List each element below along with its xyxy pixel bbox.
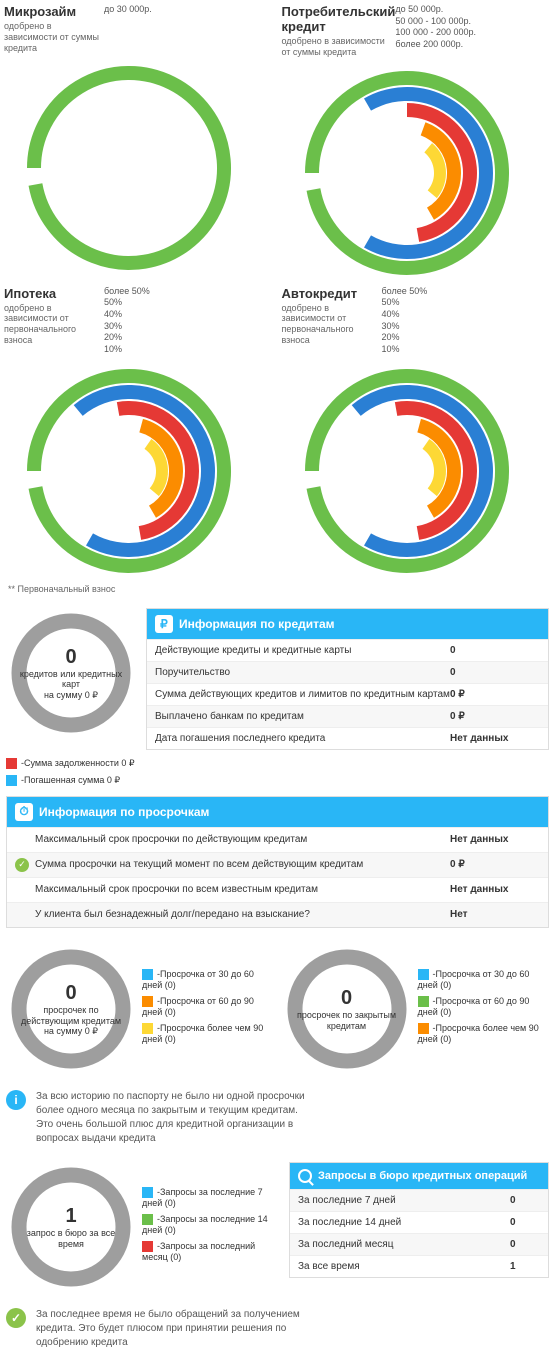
chart-legend: более 50%50%40%30%20%10% bbox=[382, 286, 552, 356]
credit-info-table: ₽ Информация по кредитам Действующие кре… bbox=[146, 608, 549, 750]
legend-item: 50% bbox=[382, 297, 552, 309]
legend-item: 20% bbox=[382, 332, 552, 344]
chart-2: Ипотека одобрено в зависимости от первон… bbox=[4, 286, 274, 576]
legend-item: 40% bbox=[382, 309, 552, 321]
chart-title: Микрозайм bbox=[4, 4, 104, 19]
table-row: ✓Максимальный срок просрочки по действую… bbox=[7, 827, 548, 852]
legend-item: 50% bbox=[104, 297, 274, 309]
legend-item: 100 000 - 200 000р. bbox=[395, 27, 551, 39]
chart-0: Микрозайм одобрено в зависимости от сумм… bbox=[4, 4, 274, 278]
table-row: Поручительство0 bbox=[147, 661, 548, 683]
chart-title: Автокредит bbox=[282, 286, 382, 301]
chart-subtitle: одобрено в зависимости от суммы кредита bbox=[282, 36, 396, 58]
legend-item: 30% bbox=[104, 321, 274, 333]
legend-item: 40% bbox=[104, 309, 274, 321]
legend-item: 30% bbox=[382, 321, 552, 333]
credit-ring-block: 0 кредитов или кредитных карт на сумму 0… bbox=[6, 608, 136, 786]
overdue-info-header: ⏱ Информация по просрочкам bbox=[7, 797, 548, 827]
legend-item: -Просрочка более чем 90 дней (0) bbox=[142, 1023, 274, 1044]
credit-sum: на сумму 0 ₽ bbox=[44, 690, 98, 701]
legend-item: более 200 000р. bbox=[395, 39, 551, 51]
legend-item: -Просрочка от 60 до 90 дней (0) bbox=[418, 996, 550, 1017]
chart-legend: до 30 000р. bbox=[104, 4, 274, 53]
legend-item: -Просрочка от 60 до 90 дней (0) bbox=[142, 996, 274, 1017]
chart-3: Автокредит одобрено в зависимости от пер… bbox=[282, 286, 552, 576]
overdue-ring-0: 0просрочек по действующим кредитамна сум… bbox=[6, 944, 274, 1074]
credit-summary-section: 0 кредитов или кредитных карт на сумму 0… bbox=[6, 608, 549, 786]
info-note-2: ✓ За последнее время не было обращений з… bbox=[0, 1298, 555, 1360]
note-2-text: За последнее время не было обращений за … bbox=[36, 1308, 316, 1350]
chart-title: Потребительский кредит bbox=[282, 4, 396, 34]
footnote: ** Первоначальный взнос bbox=[0, 580, 555, 598]
table-row: Дата погашения последнего кредитаНет дан… bbox=[147, 727, 548, 749]
chart-subtitle: одобрено в зависимости от суммы кредита bbox=[4, 21, 104, 53]
legend-item: 50 000 - 100 000р. bbox=[395, 16, 551, 28]
requests-section: 1 запрос в бюро за все время -Запросы за… bbox=[0, 1156, 555, 1298]
overdue-info-table: ⏱ Информация по просрочкам ✓Максимальный… bbox=[6, 796, 549, 928]
overdue-rings-section: 0просрочек по действующим кредитамна сум… bbox=[0, 938, 555, 1080]
table-row: За последние 14 дней0 bbox=[290, 1211, 548, 1233]
table-row: Выплачено банкам по кредитам0 ₽ bbox=[147, 705, 548, 727]
credit-ring: 0 кредитов или кредитных карт на сумму 0… bbox=[6, 608, 136, 738]
note-1-text: За всю историю по паспорту не было ни од… bbox=[36, 1090, 316, 1146]
chart-1: Потребительский кредит одобрено в зависи… bbox=[282, 4, 552, 278]
table-row: Действующие кредиты и кредитные карты0 bbox=[147, 639, 548, 661]
legend-item: -Просрочка от 30 до 60 дней (0) bbox=[418, 969, 550, 990]
info-icon: i bbox=[6, 1090, 26, 1110]
legend-item: до 50 000р. bbox=[395, 4, 551, 16]
legend-item: более 50% bbox=[382, 286, 552, 298]
credit-label: кредитов или кредитных карт bbox=[18, 669, 124, 691]
credit-count: 0 bbox=[65, 645, 76, 669]
legend-item: -Сумма задолженности 0 ₽ bbox=[6, 758, 136, 769]
requests-table: Запросы в бюро кредитных операций За пос… bbox=[289, 1162, 549, 1278]
search-icon bbox=[298, 1169, 312, 1183]
legend-item: -Просрочка более чем 90 дней (0) bbox=[418, 1023, 550, 1044]
requests-table-header: Запросы в бюро кредитных операций bbox=[290, 1163, 548, 1189]
check-icon: ✓ bbox=[6, 1308, 26, 1328]
wallet-icon: ₽ bbox=[155, 615, 173, 633]
legend-item: -Просрочка от 30 до 60 дней (0) bbox=[142, 969, 274, 990]
legend-item: 20% bbox=[104, 332, 274, 344]
chart-legend: более 50%50%40%30%20%10% bbox=[104, 286, 274, 356]
legend-item: до 30 000р. bbox=[104, 4, 274, 16]
legend-item: более 50% bbox=[104, 286, 274, 298]
legend-item: -Погашенная сумма 0 ₽ bbox=[6, 775, 136, 786]
chart-subtitle: одобрено в зависимости от первоначальног… bbox=[282, 303, 382, 346]
chart-title: Ипотека bbox=[4, 286, 104, 301]
approval-charts-grid: Микрозайм одобрено в зависимости от сумм… bbox=[0, 0, 555, 580]
check-icon: ✓ bbox=[15, 858, 29, 872]
legend-item: -Запросы за последние 7 дней (0) bbox=[142, 1187, 279, 1208]
clock-icon: ⏱ bbox=[15, 803, 33, 821]
chart-subtitle: одобрено в зависимости от первоначальног… bbox=[4, 303, 104, 346]
table-row: Сумма действующих кредитов и лимитов по … bbox=[147, 683, 548, 705]
requests-ring: 1 запрос в бюро за все время bbox=[6, 1162, 136, 1292]
legend-item: 10% bbox=[104, 344, 274, 356]
legend-item: -Запросы за последний месяц (0) bbox=[142, 1241, 279, 1262]
table-row: За последний месяц0 bbox=[290, 1233, 548, 1255]
credit-info-header: ₽ Информация по кредитам bbox=[147, 609, 548, 639]
table-row: ✓Максимальный срок просрочки по всем изв… bbox=[7, 877, 548, 902]
table-row: ✓У клиента был безнадежный долг/передано… bbox=[7, 902, 548, 927]
credit-legend: -Сумма задолженности 0 ₽ -Погашенная сумм… bbox=[6, 738, 136, 786]
requests-label: запрос в бюро за все время bbox=[18, 1228, 124, 1250]
table-row: ✓Сумма просрочки на текущий момент по вс… bbox=[7, 852, 548, 877]
legend-item: -Запросы за последние 14 дней (0) bbox=[142, 1214, 279, 1235]
requests-legend: -Запросы за последние 7 дней (0) -Запросы… bbox=[142, 1162, 279, 1262]
requests-count: 1 bbox=[65, 1204, 76, 1228]
table-row: За все время1 bbox=[290, 1255, 548, 1277]
chart-legend: до 50 000р.50 000 - 100 000р.100 000 - 2… bbox=[395, 4, 551, 58]
table-row: За последние 7 дней0 bbox=[290, 1189, 548, 1211]
overdue-ring-1: 0просрочек по закрытым кредитам -Просроч… bbox=[282, 944, 550, 1074]
legend-item: 10% bbox=[382, 344, 552, 356]
